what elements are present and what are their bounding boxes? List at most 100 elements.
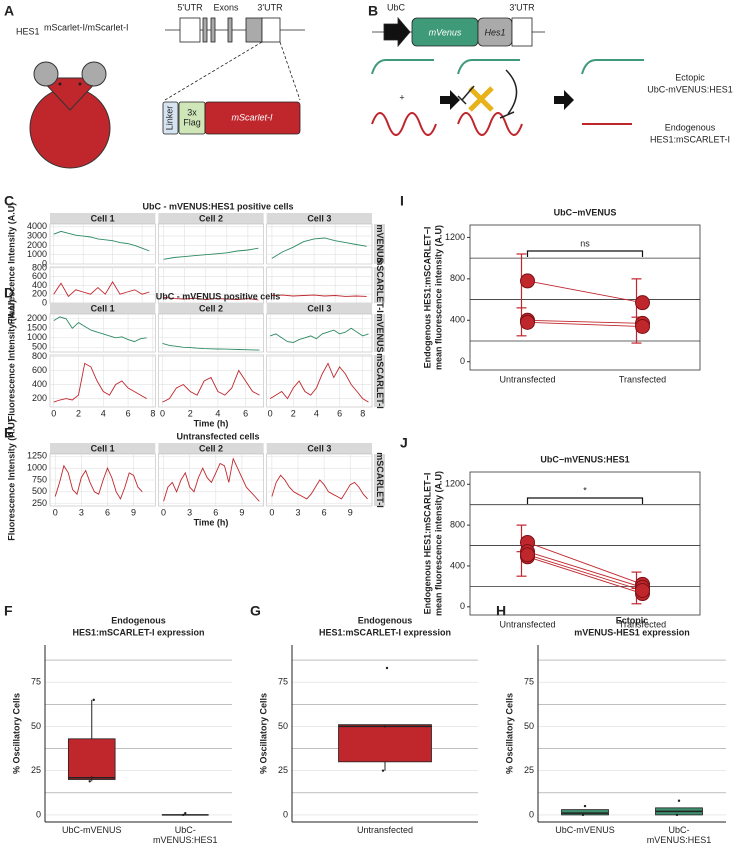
x-tick-label: 2: [291, 408, 296, 418]
x-tick-label: 6: [322, 507, 327, 517]
y-tick-label: 75: [31, 677, 41, 687]
box: [67, 738, 116, 780]
x-tick-label: 0: [53, 507, 58, 517]
y-tick-label: 1200: [445, 479, 465, 489]
x-tick-label: Transfected: [619, 374, 666, 384]
x-tick-label: UbC-mVENUS:HES1: [152, 825, 218, 845]
point: [675, 813, 679, 817]
point: [635, 295, 650, 311]
label-box: UbC-mVENUS:HES1: [152, 825, 218, 845]
pair-line: [527, 551, 643, 588]
facet-label: Cell 1: [91, 303, 115, 313]
x-tick-label: 6: [105, 507, 110, 517]
row-label: mVENUS: [375, 313, 385, 352]
row-strip: [374, 267, 385, 303]
chart-title: UbC - mVENUS:HES1 positive cells: [142, 201, 293, 211]
y-tick-label: 800: [450, 273, 465, 283]
y-tick-label: 75: [524, 677, 534, 687]
y-axis-label: Fluorescence Intensity (A.U): [6, 300, 16, 422]
y-tick-label: 75: [278, 677, 288, 687]
facet-label: Cell 2: [199, 303, 223, 313]
row-strip: [374, 224, 385, 264]
y-tick-label: 1250: [27, 451, 47, 461]
y-tick-label: 500: [32, 486, 47, 496]
panel-background: [158, 266, 264, 304]
y-tick-label: 200: [32, 393, 47, 403]
y-tick-label: 800: [450, 519, 465, 529]
panel-label: B: [368, 3, 378, 19]
row-label: mSCARLET-I: [375, 452, 385, 508]
line: [53, 281, 150, 298]
line: [54, 464, 143, 500]
line: [162, 342, 260, 351]
point: [90, 776, 93, 779]
label-box: Untransfected: [357, 825, 413, 835]
point: [635, 319, 650, 334]
chart-title: UbC - mVENUS positive cells: [156, 291, 281, 301]
reporter-label: mScarlet-I: [231, 112, 273, 122]
significance-label: ns: [580, 238, 590, 248]
x-tick-label: Untransfected: [499, 619, 555, 629]
x-tick-label: 9: [131, 507, 136, 517]
line: [271, 294, 367, 297]
x-tick-label: 4: [101, 408, 106, 418]
y-tick-label: 1000: [27, 332, 47, 342]
panel-label: C: [4, 193, 14, 209]
chart-subtitle: mVENUS-HES1 expression: [574, 627, 690, 637]
x-tick-label: UbC-mVENUS: [555, 825, 615, 835]
y-tick-label: 500: [32, 342, 47, 352]
panel-label: H: [496, 603, 506, 619]
x-tick-label: 6: [126, 408, 131, 418]
point: [583, 804, 587, 808]
y-tick-label: 400: [450, 315, 465, 325]
line: [53, 230, 150, 252]
row-label: mSCARLET-I: [375, 353, 385, 409]
y-tick-label: 250: [32, 498, 47, 508]
x-tick-label: UbC-mVENUS:HES1: [646, 825, 712, 845]
x-tick-label: 4: [314, 408, 319, 418]
panel-background: [158, 313, 264, 353]
box: [561, 809, 609, 816]
y-tick-label: 2000: [27, 313, 47, 323]
row-strip: [374, 454, 385, 506]
panel-label: J: [400, 435, 408, 451]
chart-title: Endogenous: [358, 615, 413, 625]
y-axis-label: mean fluorescence intensity (A.U): [433, 225, 443, 370]
y-tick-label: 1000: [27, 463, 47, 473]
x-tick-label: 8: [360, 408, 365, 418]
flag-label: 3x: [187, 107, 197, 117]
y-tick-label: 4000: [27, 221, 47, 231]
point: [677, 799, 681, 802]
y-tick-label: 25: [31, 765, 41, 775]
plot-frame: [469, 224, 701, 371]
y-axis-label: Endogenous HES1:mSCARLET−I: [422, 473, 432, 615]
y-tick-label: 600: [32, 365, 47, 375]
y-tick-label: 750: [32, 474, 47, 484]
line: [271, 474, 368, 500]
utr-label: 5'UTR: [177, 2, 203, 12]
point: [520, 273, 535, 289]
panel-background: [49, 313, 156, 353]
model-diagram: [371, 59, 644, 136]
legend-text: Ectopic: [675, 72, 705, 82]
y-tick-label: 1000: [27, 249, 47, 259]
point: [520, 314, 535, 330]
panel-label: D: [4, 285, 14, 301]
pair-line: [527, 556, 643, 594]
x-tick-label: 9: [239, 507, 244, 517]
y-axis-label: Fluorescence Intensity (A.U): [6, 203, 16, 325]
point: [520, 547, 535, 563]
chart-title: Untransfected cells: [176, 431, 259, 441]
y-tick-label: 1200: [445, 232, 465, 242]
facet-label: Cell 3: [307, 213, 331, 223]
line: [53, 316, 147, 343]
y-tick-label: 800: [32, 262, 47, 272]
y-axis-label: % Oscillatory Cells: [258, 693, 268, 774]
y-tick-label: 3000: [27, 230, 47, 240]
genotype-label: mScarlet-I/mScarlet-I: [44, 22, 129, 32]
y-axis-label: mean fluorescence intensity (A.U): [433, 471, 443, 616]
pair-line: [527, 542, 643, 585]
y-tick-label: 800: [32, 351, 47, 361]
x-tick-label: Transfected: [619, 619, 666, 629]
x-tick-label: 6: [337, 408, 342, 418]
